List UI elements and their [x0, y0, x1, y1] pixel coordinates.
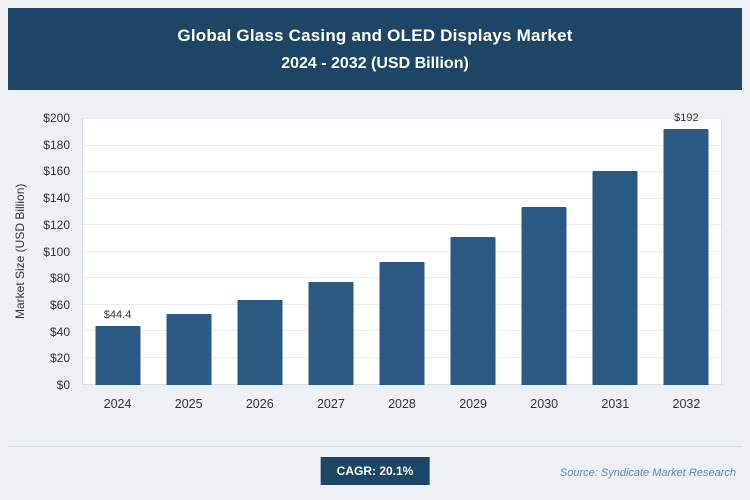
bar-2031	[592, 171, 638, 385]
y-tick-label: $180	[43, 137, 70, 152]
gridline	[83, 144, 721, 146]
x-tick-label: 2030	[530, 397, 559, 411]
bar-column: 2029	[438, 118, 509, 411]
bar-2028	[379, 262, 425, 385]
y-tick-label: $0	[56, 378, 70, 392]
x-tick-label: 2032	[672, 397, 701, 411]
x-tick-label: 2026	[245, 397, 274, 411]
gridline	[83, 250, 721, 252]
chart-footer: CAGR: 20.1% Source: Syndicate Market Res…	[8, 446, 742, 500]
bar-2032	[663, 128, 709, 385]
x-tick-label: 2031	[601, 397, 630, 411]
y-tick-label: $60	[49, 297, 70, 312]
y-tick-label: $40	[49, 324, 70, 339]
x-tick-label: 2027	[316, 397, 345, 411]
x-tick-label: 2025	[174, 397, 203, 411]
y-tick-label: $140	[43, 191, 70, 206]
bar-column: 2031	[580, 118, 651, 411]
x-tick-label: 2029	[459, 397, 487, 411]
bar-2030	[521, 207, 567, 385]
gridline	[83, 197, 721, 199]
bar-column: 2027	[295, 118, 366, 411]
bar-column: 2030	[509, 118, 580, 411]
y-tick-label: $20	[49, 351, 70, 366]
bar-column: 2028	[366, 118, 437, 411]
bar-column: $44.4 2024	[82, 118, 153, 411]
y-tick-label: $100	[43, 244, 70, 259]
chart-subtitle: 2024 - 2032 (USD Billion)	[281, 54, 469, 72]
y-tick-label: $120	[43, 217, 70, 232]
bar-2025	[166, 313, 212, 385]
bar-column: $192 2032	[651, 112, 722, 411]
bar-2024	[95, 325, 141, 385]
chart-header: Global Glass Casing and OLED Displays Ma…	[8, 8, 742, 90]
bar-2029	[450, 237, 496, 385]
cagr-badge: CAGR: 20.1%	[320, 457, 430, 485]
y-tick-label: $80	[49, 271, 70, 286]
gridline	[83, 118, 721, 119]
bar-column: 2025	[153, 118, 224, 411]
gridline	[83, 171, 721, 172]
bar-value-label: $44.4	[103, 308, 132, 321]
bar-column: 2026	[224, 118, 295, 411]
bar-series: $44.4 2024 2025 2026 2027 2028 2029 2030 2031 $19…	[82, 112, 722, 411]
chart-title: Global Glass Casing and OLED Displays Ma…	[177, 25, 573, 45]
y-axis-ticks: $0 $20 $40 $60 $80 $100 $120 $140 $160 $180 $200	[0, 111, 76, 392]
bar-2027	[308, 282, 354, 385]
gridline	[83, 224, 721, 225]
bar-2026	[237, 299, 283, 385]
x-tick-label: 2028	[388, 397, 416, 411]
y-tick-label: $160	[43, 164, 70, 179]
y-tick-label: $200	[43, 111, 70, 125]
source-text: Source: Syndicate Market Research	[559, 467, 736, 479]
bar-value-label: $192	[674, 111, 699, 124]
x-tick-label: 2024	[103, 397, 132, 411]
